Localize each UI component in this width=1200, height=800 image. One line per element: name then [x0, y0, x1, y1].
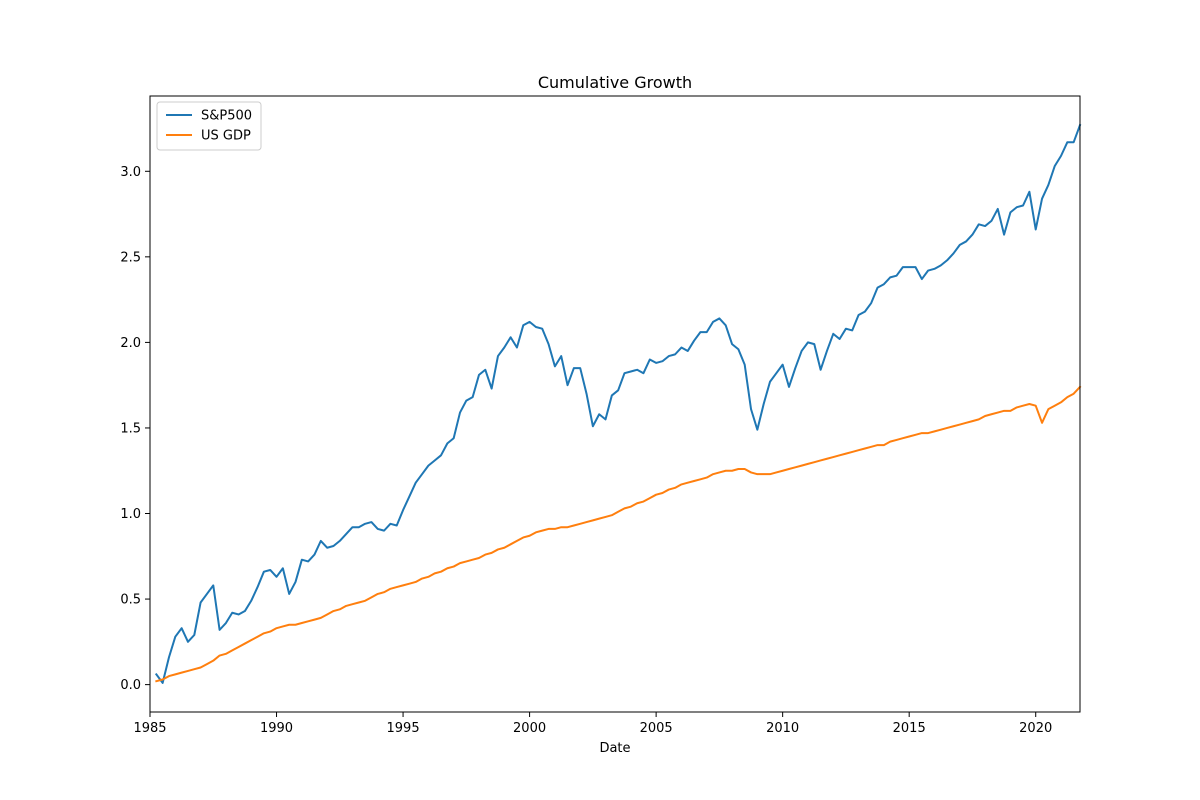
x-tick-label: 2000: [513, 721, 546, 736]
x-tick-label: 2005: [640, 721, 673, 736]
series-layer: [154, 123, 1082, 684]
chart-title: Cumulative Growth: [538, 73, 692, 92]
y-axis: 0.0 0.5 1.0 1.5 2.0 2.5 3.0: [120, 165, 150, 693]
plot-frame: [149, 95, 1081, 713]
legend: S&P500 US GDP: [156, 101, 262, 151]
y-tick-label: 1.5: [120, 421, 141, 436]
y-tick-label: 2.5: [120, 250, 141, 265]
y-tick-label: 0.5: [120, 593, 141, 608]
legend-label-0: S&P500: [201, 109, 252, 124]
y-tick-label: 1.0: [120, 507, 141, 522]
x-tick-label: 2020: [1019, 721, 1052, 736]
x-tick-label: 1985: [133, 721, 166, 736]
series-line-0: [154, 123, 1082, 684]
x-tick-label: 2015: [893, 721, 926, 736]
y-tick-label: 3.0: [120, 165, 141, 180]
x-tick-label: 2010: [766, 721, 799, 736]
x-axis: 1985 1990 1995 2000 2005 2010 2015 2020: [133, 712, 1052, 736]
x-tick-label: 1995: [387, 721, 420, 736]
x-axis-label: Date: [599, 741, 630, 756]
series-line-1: [155, 385, 1082, 683]
x-tick-label: 1990: [260, 721, 293, 736]
legend-label-1: US GDP: [201, 129, 251, 144]
y-tick-label: 2.0: [120, 336, 141, 351]
y-tick-label: 0.0: [120, 678, 141, 693]
